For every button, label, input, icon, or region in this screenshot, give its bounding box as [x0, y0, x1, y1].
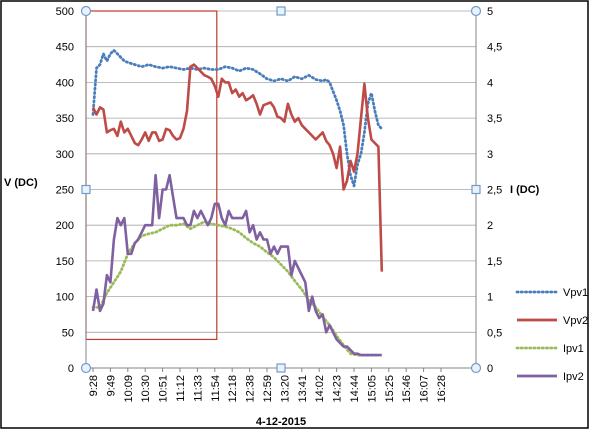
y-tick-label-left: 150 — [56, 256, 74, 268]
x-tick-label: 12:18 — [227, 375, 239, 403]
axes: 0 50 100 150 200 250 300 350 400 450 500 0 0,5 1 1,5 2 2… — [56, 6, 503, 403]
y-tick-label-right: 5 — [487, 6, 493, 18]
x-tick-label: 10:30 — [140, 375, 152, 403]
x-tick-label: 9:28 — [88, 375, 100, 396]
y-tick-label-left: 400 — [56, 77, 74, 89]
series-line-vpv1[interactable] — [91, 48, 384, 188]
series-group — [91, 48, 384, 357]
resize-handle-side[interactable] — [276, 6, 286, 16]
x-tick-label: 10:51 — [158, 375, 170, 403]
legend-label-vpv1: Vpv1 — [563, 287, 588, 299]
x-axis-title: 4-12-2015 — [256, 416, 306, 428]
y-tick-label-left: 350 — [56, 113, 74, 125]
y-tick-label-right: 1 — [487, 292, 493, 304]
x-tick-label: 13:41 — [297, 375, 309, 403]
legend: Vpv1 Vpv2 Ipv1 Ipv2 — [515, 287, 588, 383]
y-tick-label-right: 1,5 — [487, 256, 502, 268]
series-line-ipv2[interactable] — [91, 173, 382, 357]
resize-handle-side[interactable] — [276, 363, 286, 373]
x-tick-label: 16:07 — [419, 375, 431, 403]
x-tick-label: 11:54 — [210, 375, 222, 402]
x-tick-label: 11:12 — [175, 375, 187, 402]
resize-handle-corner[interactable] — [80, 5, 92, 17]
resize-handle-side[interactable] — [81, 184, 91, 195]
y-tick-label-right: 4 — [487, 77, 493, 89]
y-axis-right-title: I (DC) — [510, 184, 540, 196]
x-tick-label: 12:59 — [262, 375, 274, 403]
x-tick-label: 13:20 — [279, 375, 291, 403]
resize-handle-corner[interactable] — [470, 362, 482, 374]
legend-label-ipv2: Ipv2 — [563, 371, 584, 383]
y-tick-label-right: 4,5 — [487, 42, 502, 54]
y-tick-label-right: 0 — [487, 363, 493, 375]
selection-handles — [80, 5, 482, 374]
x-tick-label: 15:46 — [401, 375, 413, 403]
y-tick-label-left: 0 — [68, 363, 74, 375]
y-tick-label-left: 100 — [56, 292, 74, 304]
legend-label-ipv1: Ipv1 — [563, 343, 584, 355]
x-tick-label: 15:25 — [384, 375, 396, 403]
x-tick-label: 16:28 — [436, 375, 448, 403]
x-tick-label: 9:49 — [105, 375, 117, 396]
y-axis-left-title: V (DC) — [4, 177, 38, 189]
x-tick-label: 12:38 — [245, 375, 257, 403]
y-tick-label-left: 300 — [56, 149, 74, 161]
y-tick-label-right: 3 — [487, 149, 493, 161]
y-tick-label-right: 0,5 — [487, 327, 502, 339]
y-tick-label-left: 50 — [62, 327, 74, 339]
x-tick-label: 14:23 — [332, 375, 344, 403]
y-tick-label-right: 2 — [487, 220, 493, 232]
y-tick-label-right: 3,5 — [487, 113, 502, 125]
y-tick-label-left: 450 — [56, 42, 74, 54]
y-tick-label-left: 250 — [56, 185, 74, 197]
series-line-vpv2[interactable] — [91, 63, 384, 272]
y-tick-label-left: 500 — [56, 6, 74, 18]
resize-handle-side[interactable] — [471, 184, 481, 195]
x-tick-label: 15:05 — [366, 375, 378, 403]
y-tick-label-right: 2,5 — [487, 185, 502, 197]
legend-label-vpv2: Vpv2 — [563, 315, 588, 327]
resize-handle-corner[interactable] — [80, 362, 92, 374]
resize-handle-corner[interactable] — [470, 5, 482, 17]
x-tick-label: 10:09 — [123, 375, 135, 403]
x-tick-label: 11:33 — [192, 375, 204, 402]
x-tick-label: 14:44 — [349, 375, 361, 403]
x-tick-label: 14:02 — [314, 375, 326, 403]
y-tick-label-left: 200 — [56, 220, 74, 232]
